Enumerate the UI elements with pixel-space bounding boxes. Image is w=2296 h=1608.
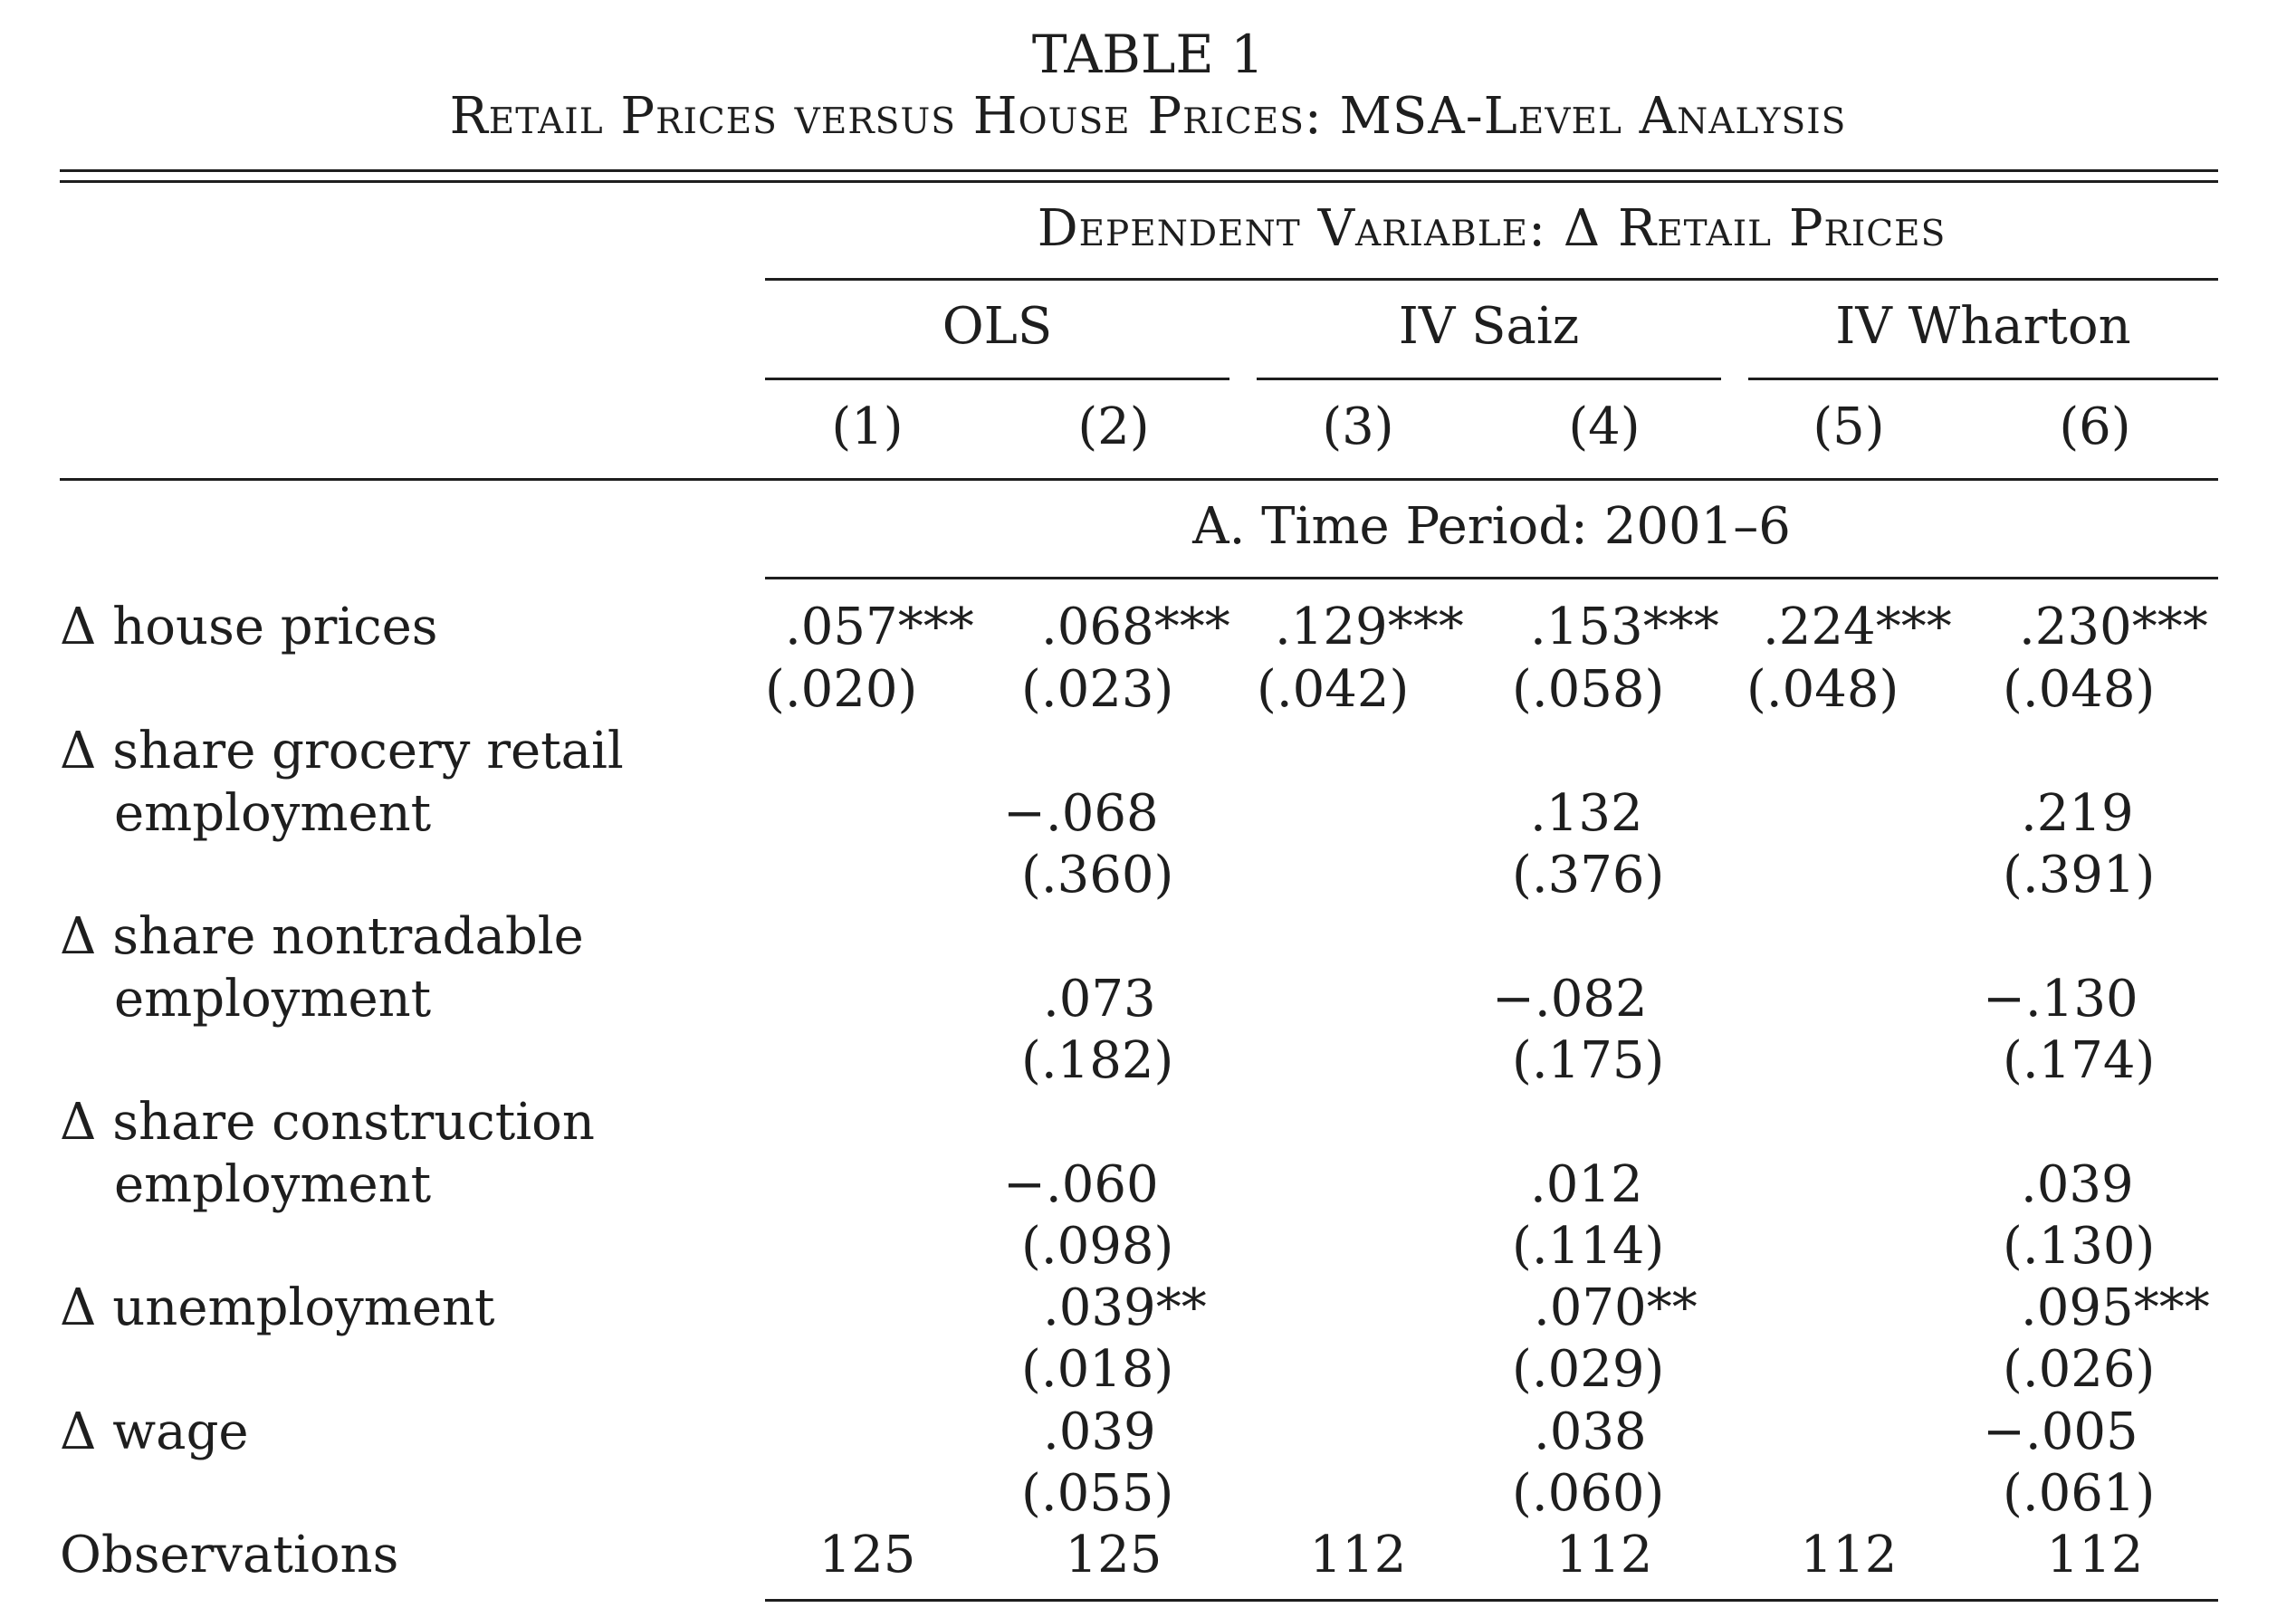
coefficient: .129*** (1275, 598, 1464, 656)
observations-count: 125 (818, 1526, 916, 1584)
column-number: (5) (1813, 397, 1885, 456)
standard-error: (.391) (2003, 846, 2156, 904)
row-label-wage: Δ wage (60, 1402, 249, 1461)
standard-error: (.018) (1021, 1340, 1174, 1399)
standard-error: (.048) (2003, 660, 2156, 719)
standard-error: (.098) (1021, 1217, 1174, 1276)
top-rule-2 (60, 180, 2218, 183)
coefficient: .230*** (2019, 598, 2208, 656)
row-label-nontradable-cont: employment (114, 970, 432, 1029)
group-ols: OLS (942, 297, 1053, 356)
standard-error: (.376) (1512, 846, 1665, 904)
dependent-variable-rule (765, 278, 2218, 281)
standard-error: (.174) (2003, 1031, 2156, 1090)
row-label-observations: Observations (60, 1526, 399, 1584)
coefficient: −.060 (1003, 1155, 1159, 1214)
group-iv-wharton: IV Wharton (1835, 297, 2131, 356)
column-number: (2) (1077, 397, 1150, 456)
standard-error: (.026) (2003, 1340, 2156, 1399)
observations-count: 112 (1800, 1526, 1898, 1584)
standard-error: (.055) (1021, 1464, 1174, 1523)
coefficient: .095*** (2021, 1278, 2210, 1337)
column-number: (3) (1322, 397, 1394, 456)
coefficient: −.082 (1492, 970, 1648, 1029)
column-number: (4) (1568, 397, 1641, 456)
standard-error: (.042) (1257, 660, 1410, 719)
standard-error: (.060) (1512, 1464, 1665, 1523)
coefficient: .039 (1043, 1402, 1156, 1461)
row-label-grocery: Δ share grocery retail (60, 722, 624, 780)
standard-error: (.175) (1512, 1031, 1665, 1090)
row-label-unemployment: Δ unemployment (60, 1278, 495, 1337)
panel-header: A. Time Period: 2001–6 (1192, 497, 1791, 556)
column-number: (1) (831, 397, 904, 456)
coefficient: .073 (1043, 970, 1156, 1029)
standard-error: (.048) (1746, 660, 1899, 719)
coefficient: −.130 (1983, 970, 2138, 1029)
row-label-nontradable: Δ share nontradable (60, 907, 584, 966)
observations-count: 112 (2046, 1526, 2144, 1584)
table-subtitle: Retail Prices versus House Prices: MSA-L… (449, 87, 1847, 146)
coefficient: −.005 (1983, 1402, 2138, 1461)
standard-error: (.058) (1512, 660, 1665, 719)
coefficient: .224*** (1763, 598, 1952, 656)
coefficient: .012 (1530, 1155, 1643, 1214)
row-label-construction-cont: employment (114, 1155, 432, 1214)
dependent-variable-header: Dependent Variable: Δ Retail Prices (1037, 199, 1947, 258)
coefficient: .039 (2021, 1155, 2134, 1214)
standard-error: (.029) (1512, 1340, 1665, 1399)
standard-error: (.114) (1512, 1217, 1665, 1276)
standard-error: (.020) (765, 660, 918, 719)
coefficient: .038 (1534, 1402, 1647, 1461)
coefficient: .068*** (1041, 598, 1230, 656)
row-label-construction: Δ share construction (60, 1093, 595, 1152)
standard-error: (.182) (1021, 1031, 1174, 1090)
coefficient: .132 (1530, 784, 1643, 843)
group-iv-saiz: IV Saiz (1398, 297, 1580, 356)
coefficient: −.068 (1003, 784, 1159, 843)
standard-error: (.023) (1021, 660, 1174, 719)
standard-error: (.360) (1021, 846, 1174, 904)
row-label-house-prices: Δ house prices (60, 598, 438, 656)
group-rule-iv-wharton (1748, 378, 2218, 380)
bottom-rule (765, 1599, 2218, 1602)
standard-error: (.130) (2003, 1217, 2156, 1276)
coefficient: .153*** (1530, 598, 1719, 656)
coefficient: .219 (2021, 784, 2134, 843)
group-rule-iv-saiz (1257, 378, 1721, 380)
table-title: TABLE 1 (1031, 24, 1265, 85)
column-number: (6) (2059, 397, 2131, 456)
top-rule-1 (60, 169, 2218, 172)
coefficient: .070** (1534, 1278, 1698, 1337)
coefficient: .039** (1043, 1278, 1207, 1337)
observations-count: 112 (1309, 1526, 1407, 1584)
observations-count: 125 (1065, 1526, 1162, 1584)
row-label-grocery-cont: employment (114, 784, 432, 843)
standard-error: (.061) (2003, 1464, 2156, 1523)
panel-rule (765, 577, 2218, 579)
observations-count: 112 (1555, 1526, 1653, 1584)
header-rule (60, 478, 2218, 481)
group-rule-ols (765, 378, 1229, 380)
coefficient: .057*** (785, 598, 974, 656)
